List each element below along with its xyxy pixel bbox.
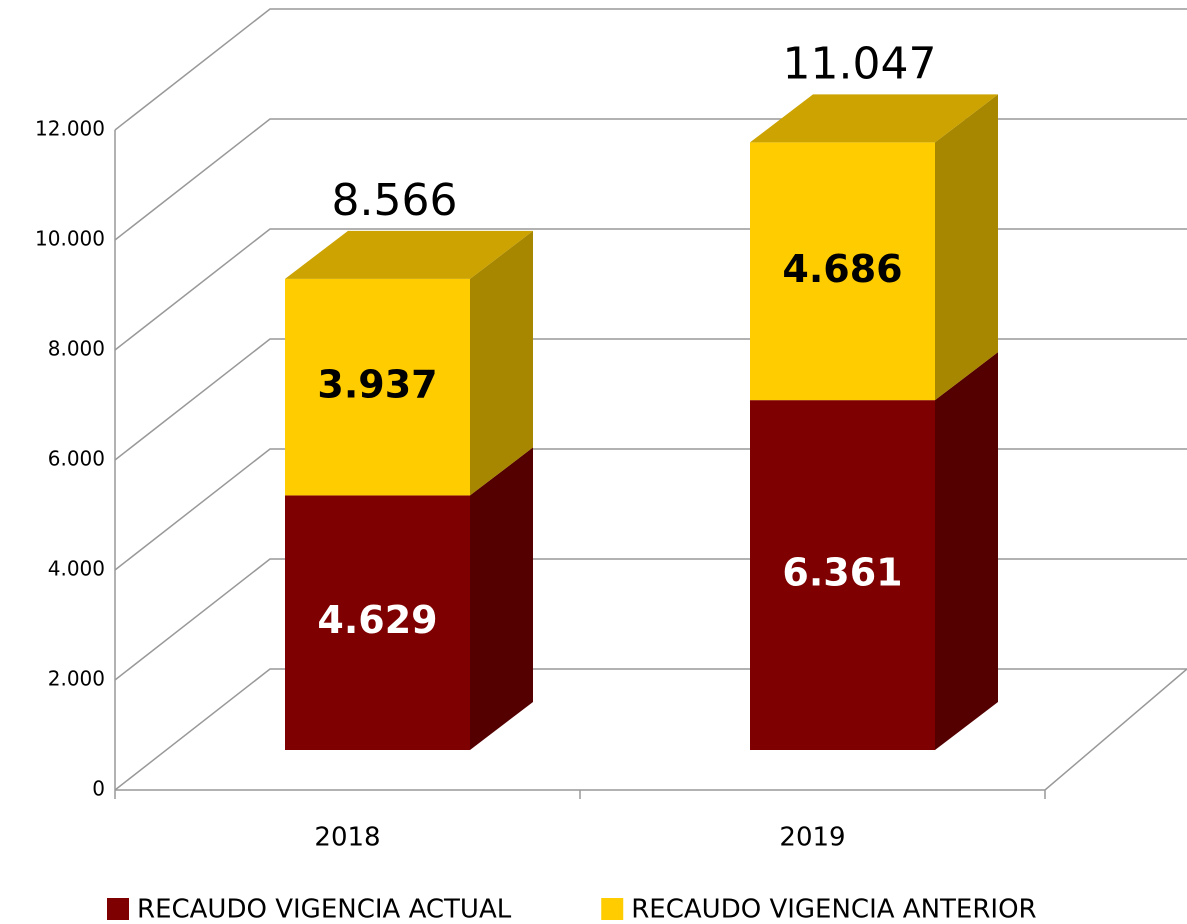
- y-tick-label: 10.000: [35, 227, 105, 251]
- bar-side: [935, 352, 998, 750]
- legend-swatch: [107, 898, 129, 920]
- grid-line: [114, 118, 1187, 241]
- y-tick-label: 12.000: [35, 117, 105, 141]
- bar: [750, 400, 935, 750]
- y-tick-label: 8.000: [48, 337, 105, 361]
- x-tick-label: 2019: [779, 823, 845, 853]
- bar: [285, 495, 470, 750]
- data-label: 3.937: [317, 363, 437, 407]
- total-label: 8.566: [332, 175, 458, 226]
- grid-line: [114, 448, 1187, 571]
- data-label: 4.629: [317, 598, 437, 642]
- legend-label: RECAUDO VIGENCIA ACTUAL: [137, 895, 512, 924]
- grid-line: [114, 338, 1187, 461]
- grid-line: [114, 558, 1187, 681]
- grid-line: [114, 228, 1187, 351]
- data-label: 4.686: [782, 247, 902, 291]
- bar: [285, 278, 470, 496]
- y-tick-label: 2.000: [48, 667, 105, 691]
- bar-top: [285, 230, 533, 279]
- y-tick-label: 4.000: [48, 557, 105, 581]
- legend-swatch: [601, 898, 624, 920]
- bar-side: [470, 447, 533, 750]
- bar-top: [750, 94, 998, 143]
- grid-line: [114, 8, 1187, 131]
- floor-edge: [115, 668, 1187, 791]
- y-tick-label: 6.000: [48, 447, 105, 471]
- total-label: 11.047: [783, 38, 937, 89]
- bar: [750, 142, 935, 401]
- grid-line: [114, 668, 1187, 791]
- bar-side: [470, 230, 533, 496]
- y-tick-label: 0: [92, 777, 105, 801]
- legend-label: RECAUDO VIGENCIA ANTERIOR: [631, 895, 1036, 924]
- x-tick-label: 2018: [314, 823, 380, 853]
- bar-side: [935, 94, 998, 401]
- data-label: 6.361: [782, 551, 902, 595]
